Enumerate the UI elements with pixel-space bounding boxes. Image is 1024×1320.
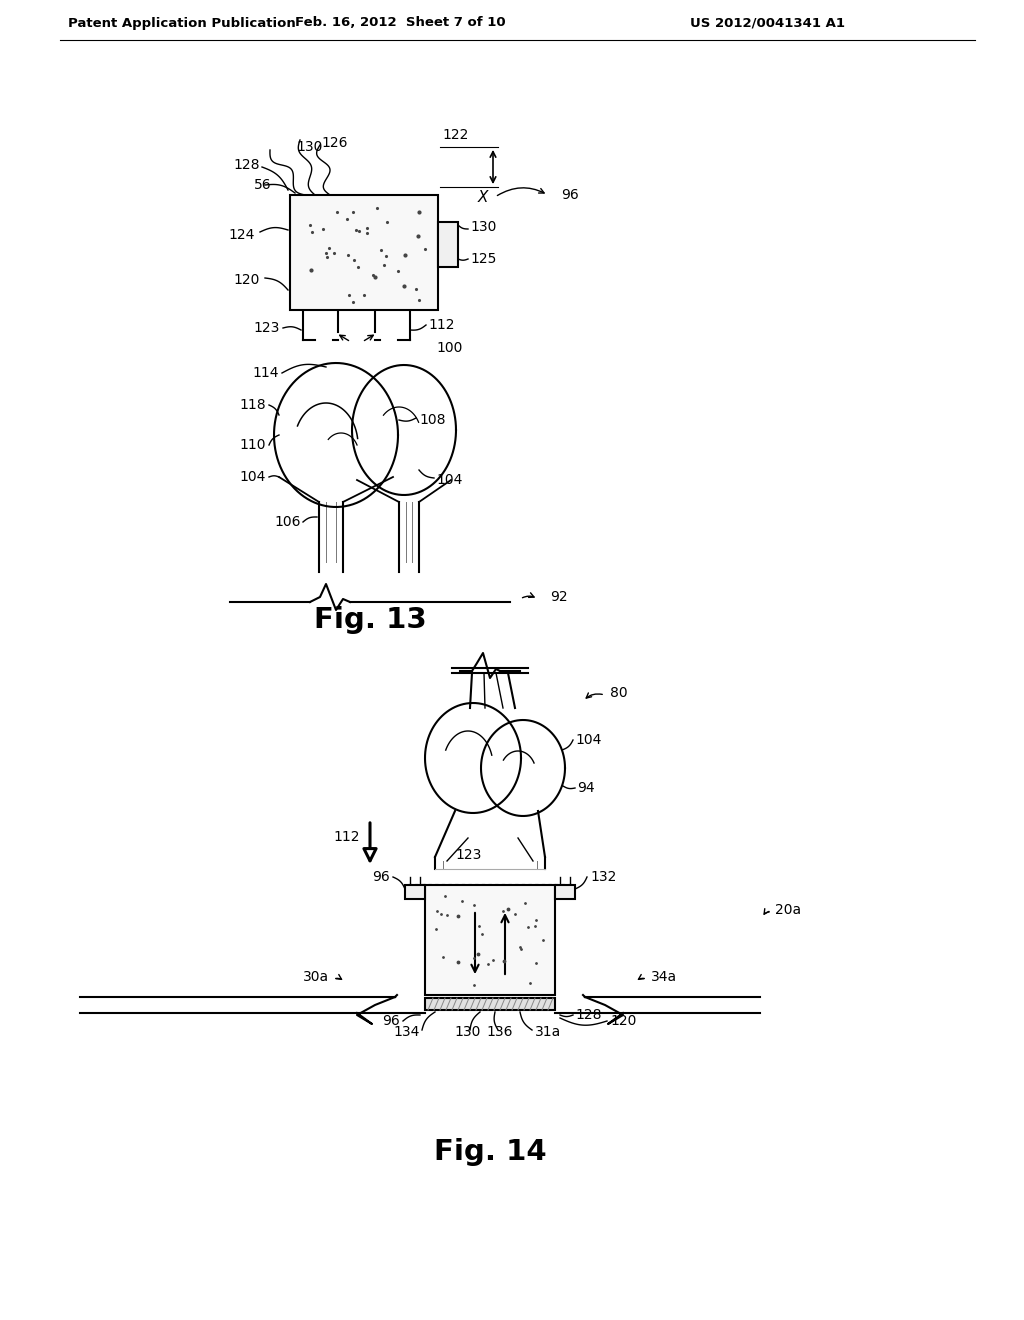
Text: 96: 96 <box>561 187 579 202</box>
Text: 56: 56 <box>254 178 272 191</box>
Text: 94: 94 <box>577 781 595 795</box>
Text: 128: 128 <box>233 158 260 172</box>
Text: 104: 104 <box>575 733 601 747</box>
Text: 136: 136 <box>486 1026 513 1039</box>
Bar <box>555 884 575 899</box>
Text: 124: 124 <box>228 228 255 242</box>
Text: 128: 128 <box>575 1008 601 1022</box>
Text: 106: 106 <box>274 515 301 529</box>
Text: 104: 104 <box>436 473 463 487</box>
Text: 118: 118 <box>240 399 266 412</box>
Text: 123: 123 <box>455 847 481 862</box>
Bar <box>425 998 555 1010</box>
Text: Feb. 16, 2012  Sheet 7 of 10: Feb. 16, 2012 Sheet 7 of 10 <box>295 16 505 29</box>
Text: Patent Application Publication: Patent Application Publication <box>68 16 296 29</box>
Text: 104: 104 <box>240 470 266 484</box>
Text: 120: 120 <box>610 1014 636 1028</box>
Text: US 2012/0041341 A1: US 2012/0041341 A1 <box>690 16 845 29</box>
Text: 92: 92 <box>550 590 567 605</box>
Text: X: X <box>478 190 488 205</box>
Text: 96: 96 <box>382 1014 400 1028</box>
Text: 130: 130 <box>470 220 497 234</box>
Text: 125: 125 <box>470 252 497 267</box>
Text: 34a: 34a <box>651 970 677 983</box>
Text: 130: 130 <box>297 140 324 154</box>
Text: 100: 100 <box>436 341 463 355</box>
Text: 108: 108 <box>419 413 445 426</box>
Bar <box>438 222 458 267</box>
Text: 96: 96 <box>373 870 390 884</box>
Text: 132: 132 <box>590 870 616 884</box>
Text: 31a: 31a <box>535 1026 561 1039</box>
Text: Fig. 13: Fig. 13 <box>313 606 426 634</box>
Text: 80: 80 <box>610 686 628 700</box>
Text: 114: 114 <box>253 366 279 380</box>
Text: 112: 112 <box>334 830 360 843</box>
Text: Fig. 14: Fig. 14 <box>434 1138 547 1166</box>
Text: 30a: 30a <box>303 970 329 983</box>
Text: 123: 123 <box>254 321 280 335</box>
Bar <box>425 884 555 995</box>
Text: 122: 122 <box>442 128 469 143</box>
Text: 134: 134 <box>393 1026 420 1039</box>
Text: 126: 126 <box>322 136 348 150</box>
Text: 130: 130 <box>455 1026 481 1039</box>
Bar <box>290 195 438 310</box>
Bar <box>406 884 425 899</box>
Text: 112: 112 <box>428 318 455 333</box>
Text: 120: 120 <box>233 273 260 286</box>
Text: 110: 110 <box>240 438 266 451</box>
Text: 20a: 20a <box>775 903 801 917</box>
